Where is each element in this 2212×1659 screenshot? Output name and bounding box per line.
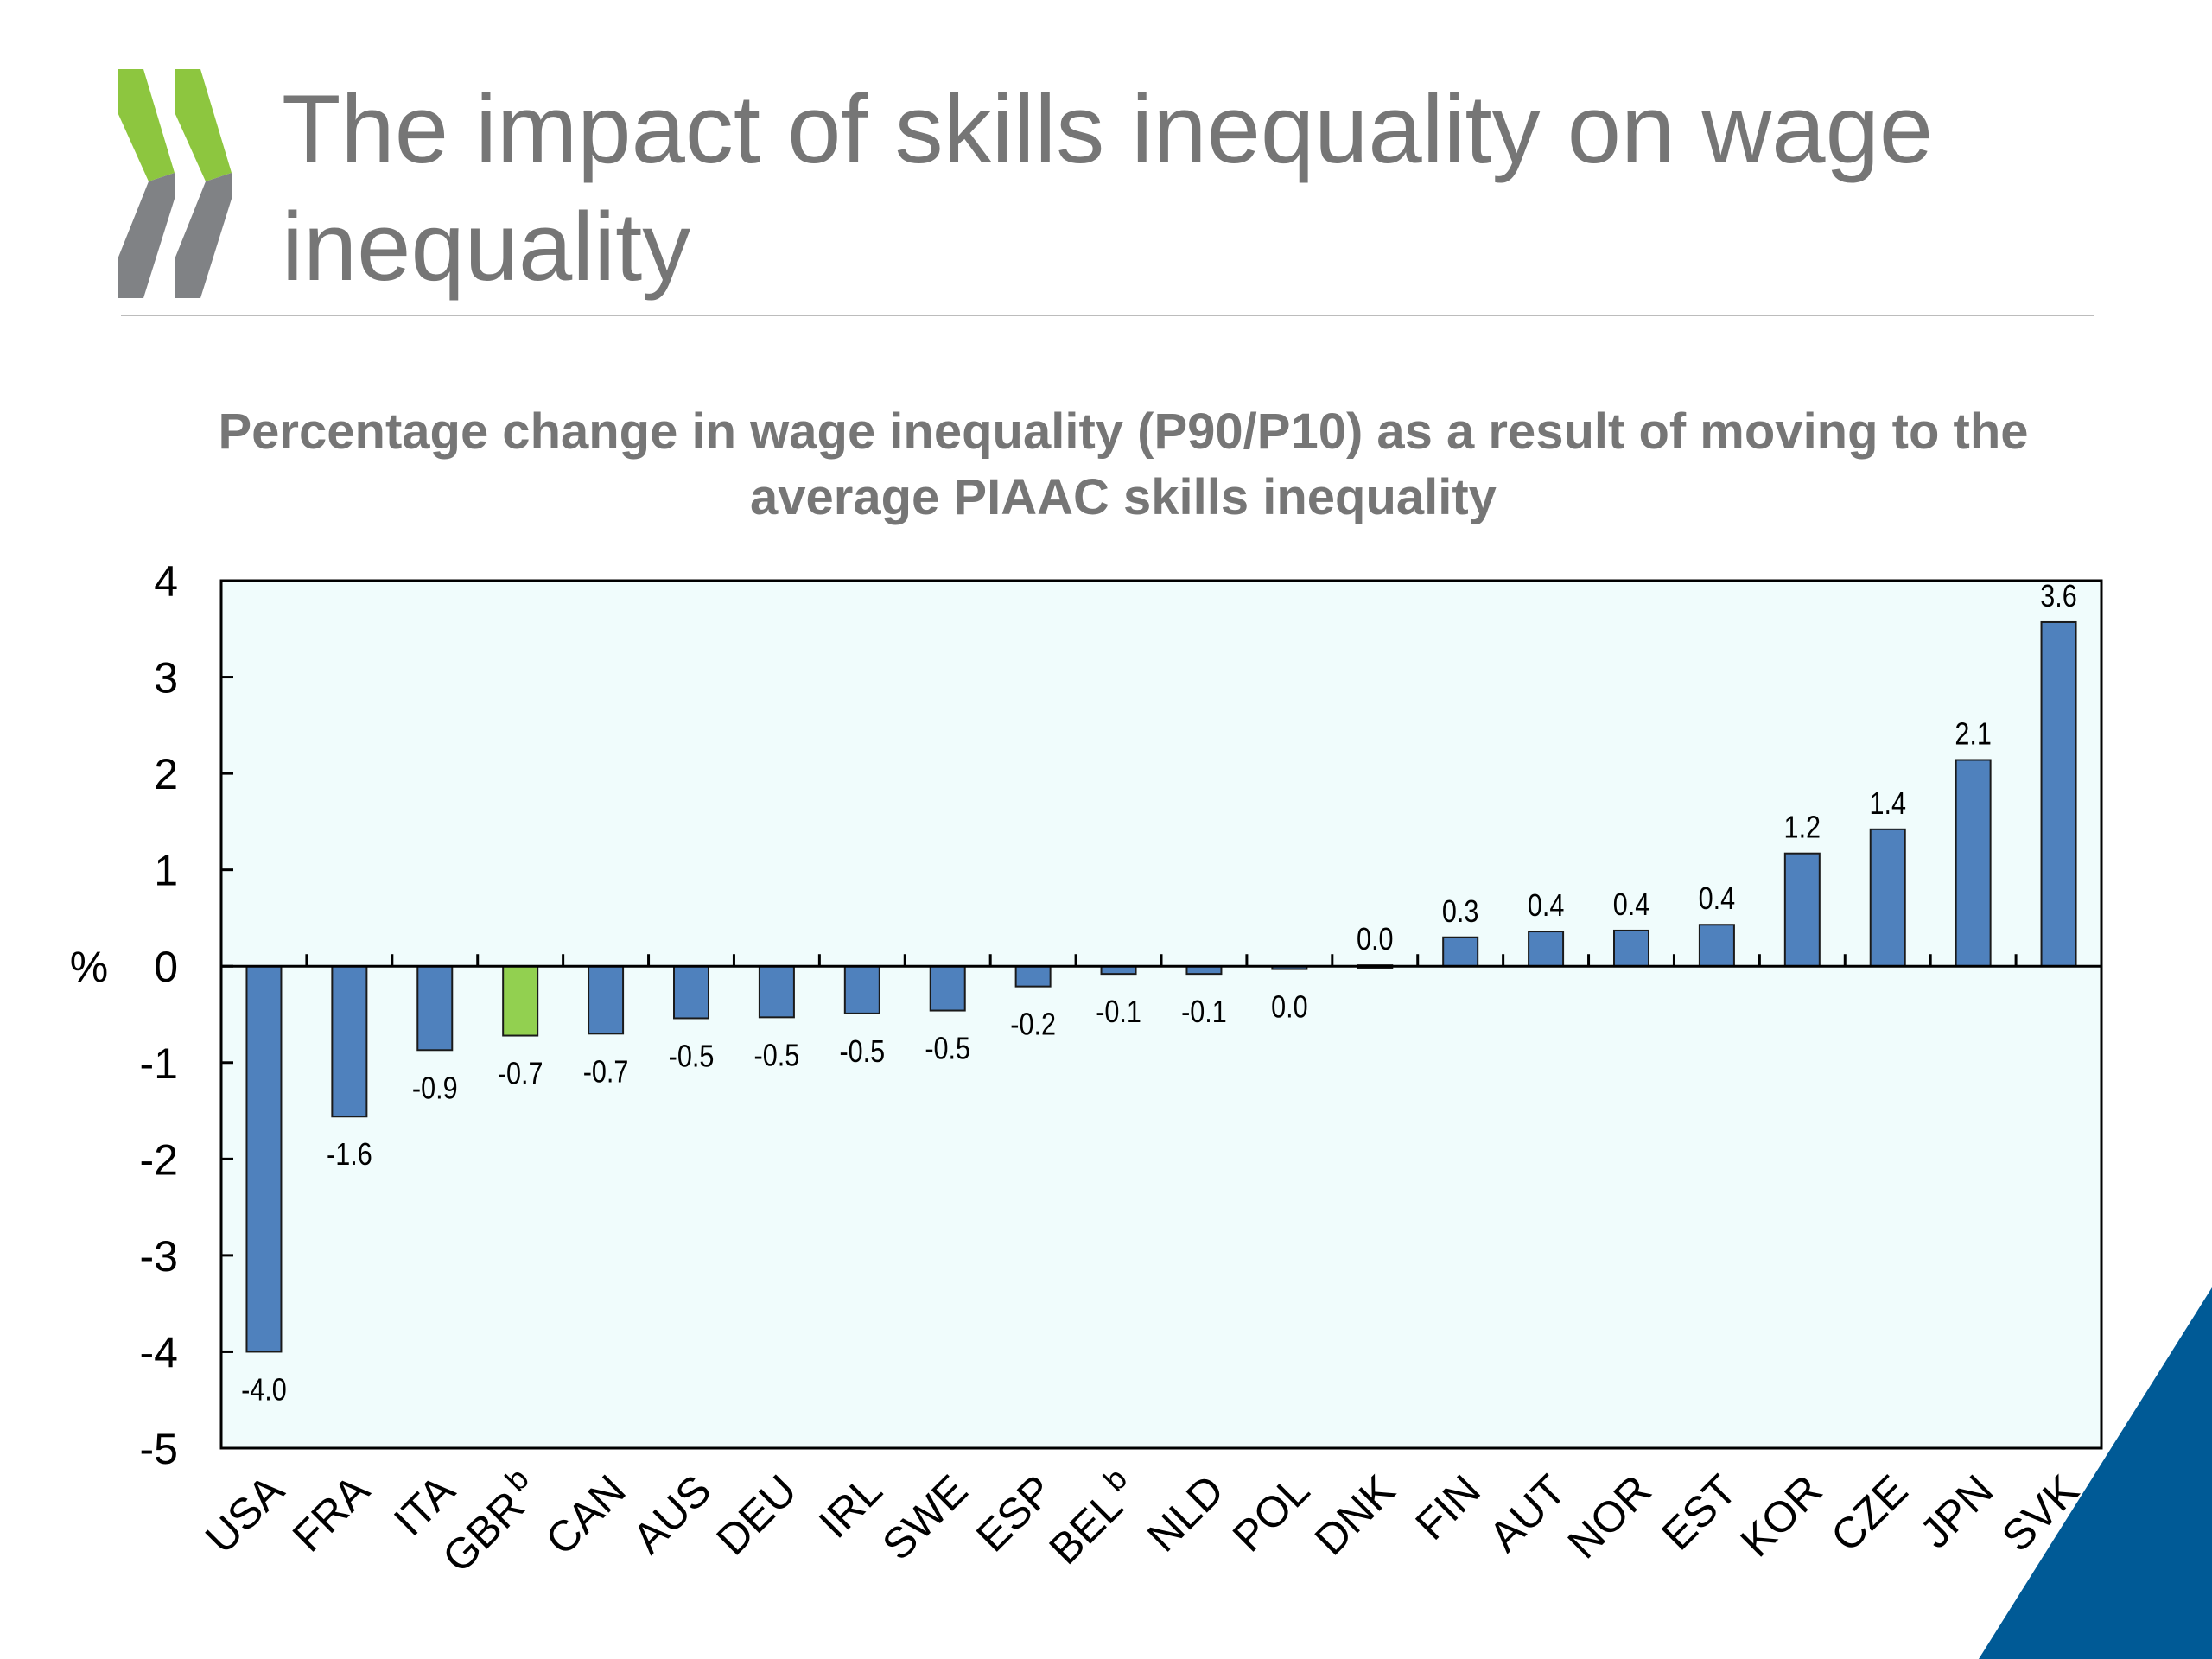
- value-label-swe: -0.5: [925, 1032, 970, 1066]
- value-label-aut: 0.4: [1528, 889, 1565, 924]
- x-axis-ticks: [305, 954, 2018, 967]
- slide-title: The impact of skills inequality on wage …: [282, 71, 2105, 306]
- value-label-aus: -0.5: [669, 1039, 715, 1074]
- value-label-nor: 0.4: [1613, 888, 1650, 923]
- y-tick-label: 0: [154, 943, 178, 991]
- bar-jpn: [1955, 759, 1992, 968]
- chart-title: Percentage change in wage inequality (P9…: [86, 399, 2160, 531]
- x-tick-label-gbr: GBRb: [429, 1461, 550, 1582]
- y-tick-label: -5: [140, 1425, 178, 1473]
- bar-esp: [1014, 965, 1052, 988]
- bar-svk: [2040, 620, 2077, 968]
- bar-gbr: [502, 965, 539, 1037]
- bars-group: [245, 620, 2077, 1353]
- x-tick-label-nor: NOR: [1559, 1465, 1661, 1567]
- value-label-can: -0.7: [583, 1055, 629, 1090]
- x-tick-label-nld: NLD: [1138, 1465, 1233, 1560]
- bar-cze: [1869, 828, 1906, 968]
- chart-title-line2: average PIAAC skills inequality: [750, 469, 1497, 525]
- x-tick-label-bel: BELb: [1035, 1461, 1147, 1573]
- corner-triangle: [1979, 1287, 2212, 1659]
- value-label-cze: 1.4: [1869, 787, 1906, 822]
- value-label-fin: 0.3: [1442, 895, 1479, 930]
- x-tick-label-usa: USA: [196, 1465, 294, 1563]
- x-tick-label-aus: AUS: [623, 1465, 720, 1562]
- value-label-usa: -4.0: [241, 1373, 287, 1408]
- x-tick-label-est: EST: [1652, 1465, 1745, 1559]
- y-tick-label: -3: [140, 1232, 178, 1281]
- bar-deu: [758, 965, 795, 1019]
- value-label-svk: 3.6: [2040, 580, 2077, 614]
- x-tick-label-fin: FIN: [1406, 1465, 1490, 1549]
- logo-chevron-grey-left: [118, 173, 175, 298]
- y-tick-label: -2: [140, 1135, 178, 1184]
- y-axis: 4 3 2 1 0 -1 -2 -3 -4 -5: [140, 557, 233, 1473]
- value-label-gbr: -0.7: [498, 1057, 543, 1091]
- value-label-esp: -0.2: [1010, 1007, 1056, 1042]
- value-label-irl: -0.5: [839, 1035, 885, 1070]
- x-tick-label-pol: POL: [1224, 1465, 1319, 1560]
- bar-usa: [245, 965, 283, 1353]
- y-tick-label: 1: [154, 847, 178, 895]
- value-label-nld: -0.1: [1181, 995, 1227, 1030]
- x-tick-label-aut: AUT: [1480, 1465, 1575, 1560]
- slide-title-line2: inequality: [282, 193, 691, 301]
- value-labels-group: -4.0 -1.6 -0.9 -0.7 -0.7 -0.5 -0.5 -0.5 -0.5 -0.2…: [241, 580, 2077, 1408]
- bar-est: [1698, 924, 1735, 968]
- y-tick-label: -4: [140, 1328, 178, 1376]
- value-label-fra: -1.6: [327, 1138, 372, 1173]
- chart-title-line1: Percentage change in wage inequality (P9…: [218, 404, 2029, 460]
- x-tick-label-fra: FRA: [283, 1465, 379, 1561]
- value-label-est: 0.4: [1699, 882, 1736, 917]
- y-tick-label: 3: [154, 654, 178, 702]
- bar-can: [588, 965, 625, 1035]
- value-label-jpn: 2.1: [1955, 717, 1992, 752]
- bar-aut: [1528, 931, 1565, 968]
- x-tick-label-swe: SWE: [873, 1465, 976, 1569]
- corner-decoration: [1979, 1287, 2212, 1659]
- y-tick-label: -1: [140, 1039, 178, 1088]
- logo-chevron-green-right: [175, 69, 232, 181]
- y-tick-label: 4: [154, 557, 178, 606]
- y-axis-label: %: [70, 943, 108, 991]
- title-divider: [121, 315, 2094, 316]
- y-tick-label: 2: [154, 750, 178, 798]
- x-tick-label-can: CAN: [537, 1465, 635, 1564]
- x-tick-label-deu: DEU: [707, 1465, 805, 1564]
- logo-chevron-green-left: [118, 69, 175, 181]
- value-label-bel: -0.1: [1096, 995, 1141, 1030]
- logo-chevron-grey-right: [175, 173, 232, 298]
- slide-title-line1: The impact of skills inequality on wage: [282, 75, 1934, 183]
- x-tick-label-cze: CZE: [1821, 1465, 1916, 1560]
- plot-frame: [219, 579, 2103, 1450]
- bar-swe: [929, 965, 966, 1012]
- bar-nor: [1613, 929, 1649, 968]
- x-tick-label-superscript: b: [499, 1461, 536, 1498]
- x-tick-label-superscript: b: [1096, 1461, 1134, 1498]
- bar-aus: [673, 965, 709, 1020]
- value-label-kor: 1.2: [1784, 810, 1821, 845]
- value-label-dnk: 0.0: [1357, 923, 1394, 957]
- value-label-ita: -0.9: [412, 1071, 458, 1106]
- bar-irl: [843, 965, 880, 1014]
- bar-ita: [416, 965, 454, 1052]
- value-label-pol: 0.0: [1271, 990, 1308, 1025]
- oecd-logo: [118, 69, 232, 298]
- x-tick-label-kor: KOR: [1731, 1465, 1831, 1566]
- x-tick-label-dnk: DNK: [1306, 1465, 1404, 1564]
- bar-kor: [1783, 852, 1821, 968]
- bar-fra: [331, 965, 368, 1118]
- bar-fin: [1442, 936, 1479, 968]
- value-label-deu: -0.5: [754, 1039, 800, 1073]
